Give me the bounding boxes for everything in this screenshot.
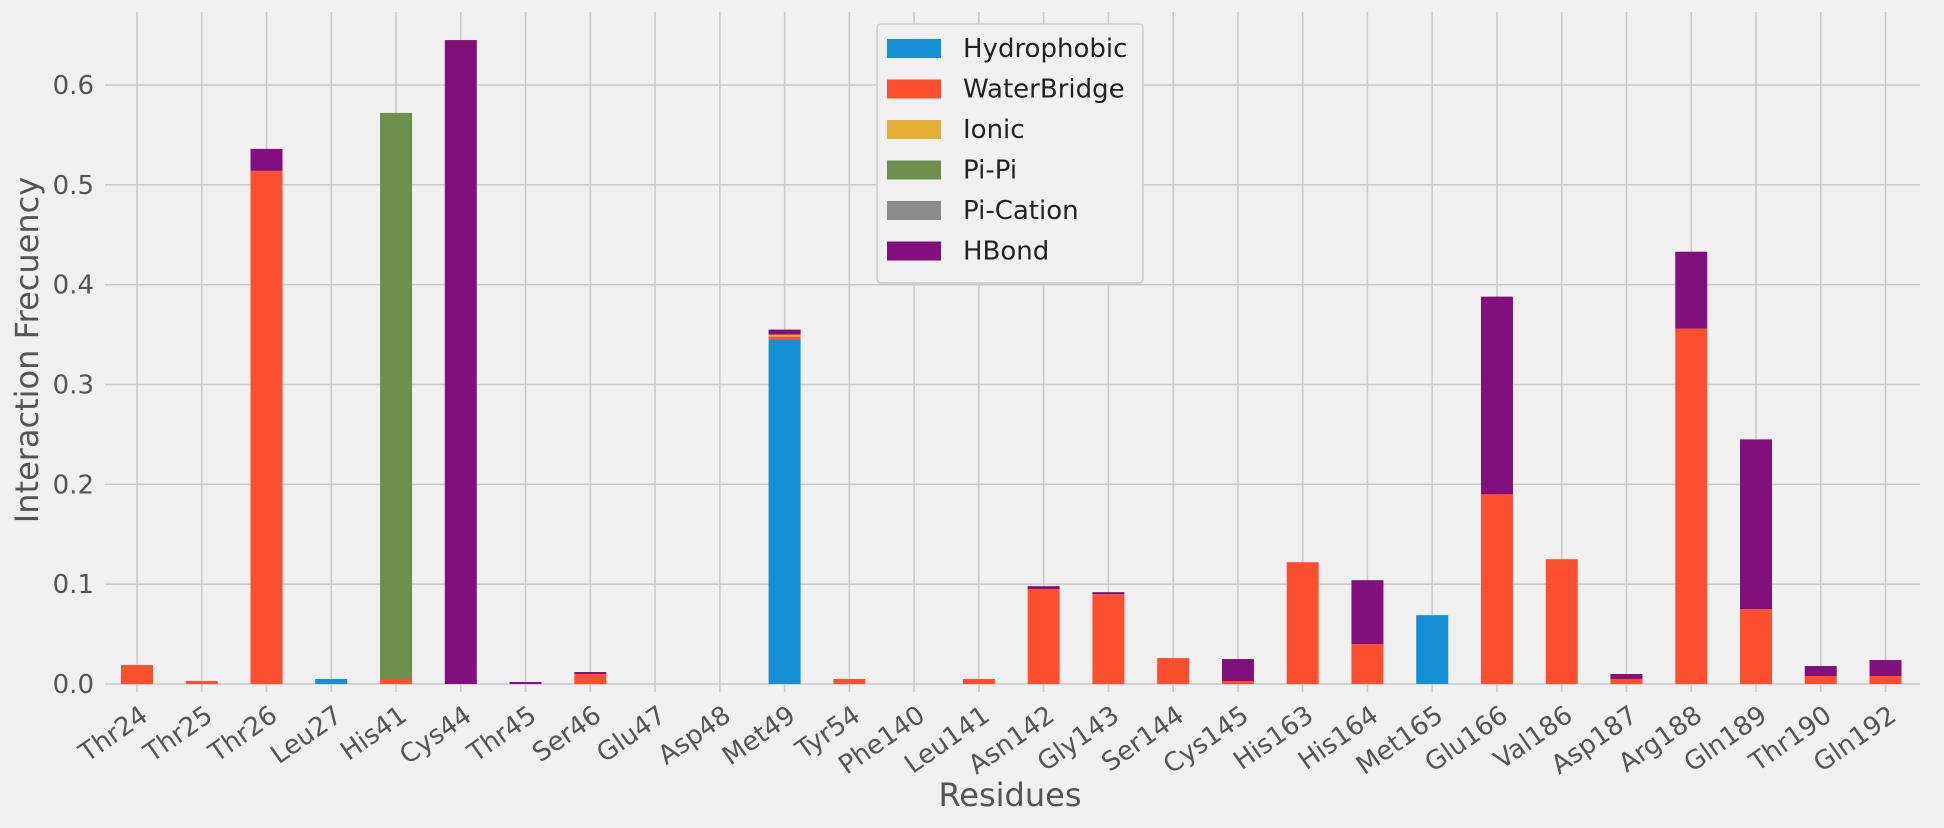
bar-segment (1351, 644, 1384, 684)
bar-segment (833, 679, 866, 684)
legend-label: Hydrophobic (963, 34, 1127, 64)
bar-segment (1351, 580, 1384, 645)
bar-segment (1675, 251, 1708, 329)
y-tick-label: 0.3 (53, 371, 94, 401)
y-tick-label: 0.4 (53, 271, 94, 301)
bar-segment (185, 681, 218, 684)
bar-segment (121, 665, 153, 684)
bar-segment (444, 40, 477, 684)
bar-segment (380, 679, 413, 684)
bar-segment (1804, 676, 1837, 684)
bar-segment (768, 334, 801, 337)
y-tick-label: 0.0 (53, 670, 94, 700)
bar-segment (1740, 609, 1772, 684)
bars (121, 40, 1902, 684)
y-tick-labels: 0.0 0.1 0.2 0.3 0.4 0.5 0.6 (53, 71, 94, 700)
bar-segment (1027, 589, 1060, 684)
x-axis-title: Residues (939, 776, 1082, 814)
bar-segment (1675, 328, 1708, 684)
y-tick-label: 0.6 (53, 71, 94, 101)
legend-swatch (887, 201, 941, 220)
bar-segment (768, 329, 801, 335)
y-tick-label: 0.5 (53, 171, 94, 201)
bar-segment (1804, 666, 1837, 677)
bar-segment (1610, 679, 1643, 684)
bar-segment (315, 679, 348, 684)
bar-segment (1740, 439, 1772, 610)
legend-swatch (887, 241, 941, 261)
legend-label: Pi-Cation (963, 196, 1079, 226)
bar-segment (768, 339, 801, 684)
legend-label: WaterBridge (963, 75, 1125, 105)
legend-swatch (887, 39, 941, 58)
bar-segment (250, 148, 283, 171)
bar-segment (1480, 494, 1513, 684)
bar-segment (1221, 659, 1254, 682)
bar-segment (380, 112, 413, 680)
bar-segment (1157, 658, 1190, 684)
bar-segment (250, 170, 283, 684)
bar-segment (574, 672, 607, 675)
bar-segment (768, 336, 801, 340)
legend-swatch (887, 120, 941, 139)
legend-swatch (887, 79, 941, 99)
y-axis-title: Interaction Frecuency (8, 177, 46, 523)
legend-frame (876, 23, 1144, 284)
bar-segment (1610, 674, 1643, 680)
bar-segment (1027, 586, 1060, 590)
bar-segment (574, 674, 607, 684)
bar-segment (509, 682, 542, 684)
y-tick-label: 0.2 (53, 470, 94, 500)
legend-swatch (887, 160, 941, 180)
bar-segment (1286, 562, 1319, 684)
bar-segment (1545, 559, 1578, 684)
bar-segment (1869, 660, 1902, 677)
bar-segment (1092, 592, 1125, 595)
legend-label: Ionic (963, 115, 1025, 145)
bar-segment (1221, 681, 1254, 684)
bar-segment (962, 679, 995, 684)
legend-label: HBond (963, 237, 1049, 267)
bar-segment (1416, 615, 1449, 684)
bar-segment (1869, 676, 1902, 684)
legend-label: Pi-Pi (963, 156, 1017, 186)
bar-segment (1480, 296, 1513, 495)
legend: Hydrophobic WaterBridge Ionic Pi-Pi Pi-Catio… (876, 23, 1144, 284)
y-tick-label: 0.1 (53, 570, 94, 600)
bar-segment (1092, 594, 1125, 684)
